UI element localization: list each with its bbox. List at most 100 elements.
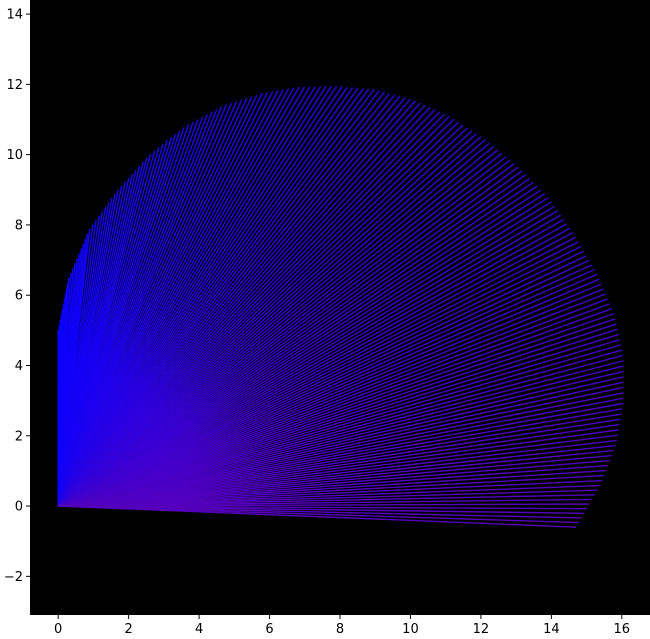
x-axis: 0 2 4 6 8 10 12 14 16 — [54, 615, 630, 637]
fan-line — [58, 434, 618, 507]
fan-line — [58, 503, 590, 507]
fan-line — [57, 298, 608, 507]
fan-line — [58, 489, 598, 507]
fan-line — [57, 245, 582, 507]
fan-line — [57, 104, 426, 507]
fan-line — [57, 349, 623, 507]
fan-line — [58, 413, 622, 507]
fan-line — [57, 210, 558, 507]
fan-line — [57, 86, 322, 507]
fan-line — [57, 241, 579, 507]
y-axis: −2 0 2 4 6 8 10 12 14 — [4, 8, 30, 585]
fan-line — [57, 293, 606, 507]
fan-line — [58, 505, 582, 519]
fan-line — [58, 439, 618, 507]
fan-line — [57, 170, 523, 507]
fan-line — [58, 484, 601, 507]
fan-line — [57, 139, 486, 507]
fan-line — [58, 505, 585, 514]
y-tick-label: 2 — [15, 429, 23, 444]
fan-line — [57, 92, 263, 507]
fan-line — [57, 181, 534, 507]
fan-line — [57, 94, 396, 507]
fan-line — [57, 87, 354, 507]
fan-line — [57, 86, 306, 507]
fan-line — [57, 85, 332, 507]
fan-line — [58, 444, 616, 507]
fan-line — [58, 354, 624, 507]
y-tick-label: 6 — [15, 289, 23, 304]
x-tick-label: 14 — [543, 622, 560, 637]
fan-line — [58, 449, 614, 507]
y-tick-label: 10 — [6, 148, 23, 163]
fan-line — [57, 86, 327, 507]
fan-line — [58, 505, 579, 524]
fan-line — [57, 133, 477, 507]
fan-line — [57, 86, 348, 507]
fan-line — [57, 90, 380, 507]
y-tick-label: 12 — [6, 78, 23, 93]
fan-line — [57, 149, 499, 507]
fan-line — [58, 392, 624, 507]
x-tick-label: 16 — [614, 622, 631, 637]
fan-line — [57, 163, 515, 507]
x-tick-label: 4 — [195, 622, 203, 637]
y-tick-label: 14 — [6, 8, 23, 23]
fan-line — [57, 109, 436, 507]
fan-line — [58, 454, 612, 507]
y-tick-label: 4 — [15, 359, 23, 374]
fan-lines — [57, 85, 624, 528]
y-tick-label: 0 — [15, 500, 23, 515]
fan-line — [58, 408, 623, 507]
fan-line — [57, 86, 343, 507]
fan-line — [57, 177, 530, 507]
fan-line — [57, 189, 542, 507]
fan-line — [57, 156, 507, 507]
fan-line — [57, 328, 618, 507]
fan-line — [57, 95, 401, 507]
fan-line — [58, 381, 624, 507]
fan-line — [58, 469, 607, 507]
fan-line — [57, 124, 464, 507]
fan-line — [57, 85, 338, 507]
x-tick-label: 8 — [336, 622, 344, 637]
fan-line — [58, 464, 609, 507]
y-tick-label: −2 — [4, 570, 23, 585]
x-tick-label: 2 — [124, 622, 132, 637]
fan-line — [57, 102, 421, 507]
y-tick-label: 8 — [15, 218, 23, 233]
fan-line — [57, 91, 385, 507]
fan-line — [57, 145, 495, 507]
fan-line — [57, 218, 565, 507]
fan-line — [57, 142, 490, 507]
fan-line — [57, 91, 269, 507]
fan-line — [57, 98, 411, 507]
fan-line — [57, 196, 549, 507]
fan-line — [57, 201, 552, 507]
fan-line — [58, 423, 620, 507]
fan-line — [57, 205, 555, 507]
fan-line — [57, 313, 614, 507]
fan-line — [57, 86, 300, 507]
fan-line — [57, 90, 279, 507]
fan-line — [57, 121, 460, 507]
fan-line — [58, 418, 621, 507]
fan-line — [57, 318, 616, 507]
x-tick-label: 6 — [265, 622, 273, 637]
fan-line — [57, 333, 619, 507]
fan-line — [58, 474, 605, 507]
fan-line — [58, 479, 603, 507]
fan-line — [57, 227, 571, 507]
fan-line — [58, 498, 593, 507]
fan-line — [57, 323, 617, 507]
fan-line — [57, 86, 311, 507]
fan-line — [57, 250, 585, 507]
fan-line — [57, 174, 527, 507]
fan-line — [57, 185, 538, 507]
fan-line — [57, 273, 598, 507]
fan-line — [58, 429, 619, 507]
fan-line — [57, 127, 468, 507]
x-tick-label: 0 — [54, 622, 62, 637]
fan-line — [57, 130, 473, 507]
